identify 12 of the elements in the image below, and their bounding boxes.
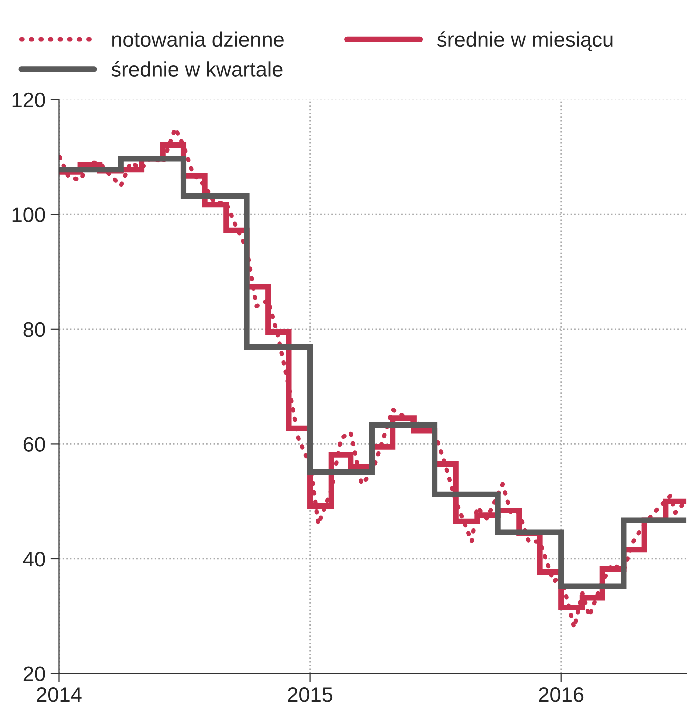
y-tick-label: 40 — [23, 552, 46, 567]
legend-label: średnie w kwartale — [112, 61, 283, 77]
y-tick-label: 60 — [24, 437, 46, 452]
y-tick-label: 120 — [12, 92, 46, 108]
legend-label: notowania dzienne — [112, 32, 284, 48]
y-tick-label: 20 — [24, 666, 46, 682]
y-tick-label: 100 — [12, 208, 46, 222]
y-tick-label: 80 — [24, 322, 46, 338]
x-tick-label: 2016 — [539, 688, 584, 702]
legend-label: średnie w miesiącu — [438, 32, 613, 52]
x-tick-label: 2014 — [37, 688, 82, 702]
x-tick-label: 2015 — [288, 688, 333, 702]
